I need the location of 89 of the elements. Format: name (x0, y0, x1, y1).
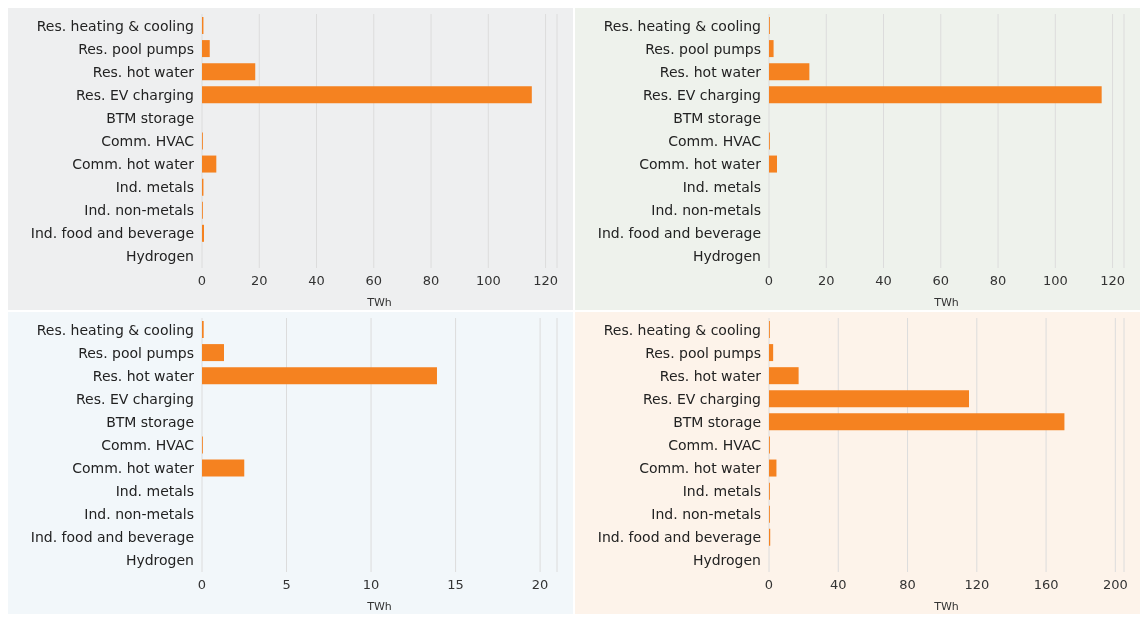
y-tick-label: Ind. food and beverage (597, 529, 761, 546)
y-tick-label: Res. pool pumps (78, 40, 194, 57)
y-tick-label: Comm. HVAC (668, 436, 762, 453)
y-tick-label: Res. heating & cooling (603, 17, 761, 34)
x-tick-label: 20 (250, 273, 268, 289)
y-tick-label: Ind. metals (115, 483, 194, 500)
x-axis-title: TWh (933, 600, 959, 613)
x-tick-label: 80 (899, 577, 916, 593)
x-axis-title: TWh (366, 600, 392, 613)
bar (769, 40, 774, 58)
bar (202, 40, 210, 58)
bar (769, 344, 774, 362)
x-tick-label: 0 (197, 273, 207, 289)
x-tick-label: 0 (197, 577, 207, 593)
bar (202, 367, 437, 385)
x-tick-label: 40 (875, 273, 892, 289)
y-tick-label: Comm. hot water (72, 156, 195, 173)
bar (202, 344, 224, 362)
bar (769, 413, 1065, 431)
bar (769, 367, 799, 385)
x-tick-label: 0 (764, 577, 774, 593)
x-tick-label: 80 (989, 273, 1007, 289)
y-tick-label: Ind. non-metals (84, 506, 194, 523)
bar (202, 459, 245, 477)
y-tick-label: Res. heating & cooling (36, 321, 194, 338)
bar (769, 390, 970, 408)
x-tick-label: 80 (422, 273, 440, 289)
y-tick-label: Res. hot water (92, 367, 195, 384)
y-tick-label: Res. pool pumps (645, 344, 761, 361)
bar (769, 155, 778, 173)
y-tick-label: Res. EV charging (643, 390, 761, 407)
x-tick-label: 5 (282, 577, 291, 593)
bar (769, 86, 1102, 104)
x-tick-label: 60 (365, 273, 383, 289)
y-tick-label: Res. EV charging (643, 86, 761, 103)
x-tick-label: 160 (1033, 577, 1059, 593)
x-tick-label: 0 (764, 273, 774, 289)
bar (202, 63, 256, 81)
y-tick-label: Ind. food and beverage (597, 225, 761, 242)
x-tick-label: 40 (829, 577, 847, 593)
x-tick-label: 120 (1100, 273, 1125, 289)
y-tick-label: Comm. HVAC (101, 436, 195, 453)
y-tick-label: Hydrogen (692, 552, 761, 569)
x-tick-label: 200 (1102, 577, 1128, 593)
x-tick-label: 15 (447, 577, 464, 593)
y-tick-label: BTM storage (106, 109, 194, 126)
y-tick-label: Ind. metals (682, 179, 761, 196)
y-tick-label: Ind. food and beverage (30, 529, 194, 546)
y-tick-label: Res. EV charging (76, 390, 194, 407)
bar (202, 86, 532, 104)
bar (769, 459, 777, 477)
y-tick-label: Res. hot water (92, 63, 195, 80)
x-tick-label: 60 (932, 273, 950, 289)
y-tick-label: Res. EV charging (76, 86, 194, 103)
bar (202, 155, 217, 173)
y-tick-label: BTM storage (673, 109, 761, 126)
y-tick-label: Res. heating & cooling (603, 321, 761, 338)
y-tick-label: Comm. HVAC (668, 132, 762, 149)
x-axis-title: TWh (933, 296, 959, 309)
x-tick-label: 20 (817, 273, 835, 289)
y-tick-label: BTM storage (106, 413, 194, 430)
x-tick-label: 10 (362, 577, 380, 593)
y-tick-label: Res. hot water (659, 63, 762, 80)
x-tick-label: 120 (533, 273, 558, 289)
y-tick-label: Comm. hot water (639, 460, 762, 477)
y-tick-label: Res. heating & cooling (36, 17, 194, 34)
y-tick-label: Comm. hot water (72, 460, 195, 477)
x-tick-label: 120 (964, 577, 990, 593)
x-tick-label: 20 (531, 577, 549, 593)
y-tick-label: BTM storage (673, 413, 761, 430)
y-tick-label: Res. pool pumps (645, 40, 761, 57)
y-tick-label: Ind. food and beverage (30, 225, 194, 242)
y-tick-label: Ind. non-metals (651, 202, 761, 219)
y-tick-label: Comm. hot water (639, 156, 762, 173)
y-tick-label: Ind. metals (682, 483, 761, 500)
bar (769, 63, 810, 81)
x-tick-label: 100 (475, 273, 501, 289)
y-tick-label: Hydrogen (125, 248, 194, 265)
y-tick-label: Ind. non-metals (84, 202, 194, 219)
x-axis-title: TWh (366, 296, 392, 309)
y-tick-label: Res. hot water (659, 367, 762, 384)
y-tick-label: Hydrogen (692, 248, 761, 265)
x-tick-label: 100 (1042, 273, 1068, 289)
y-tick-label: Ind. non-metals (651, 506, 761, 523)
x-tick-label: 40 (308, 273, 325, 289)
y-tick-label: Res. pool pumps (78, 344, 194, 361)
y-tick-label: Hydrogen (125, 552, 194, 569)
y-tick-label: Comm. HVAC (101, 132, 195, 149)
y-tick-label: Ind. metals (115, 179, 194, 196)
